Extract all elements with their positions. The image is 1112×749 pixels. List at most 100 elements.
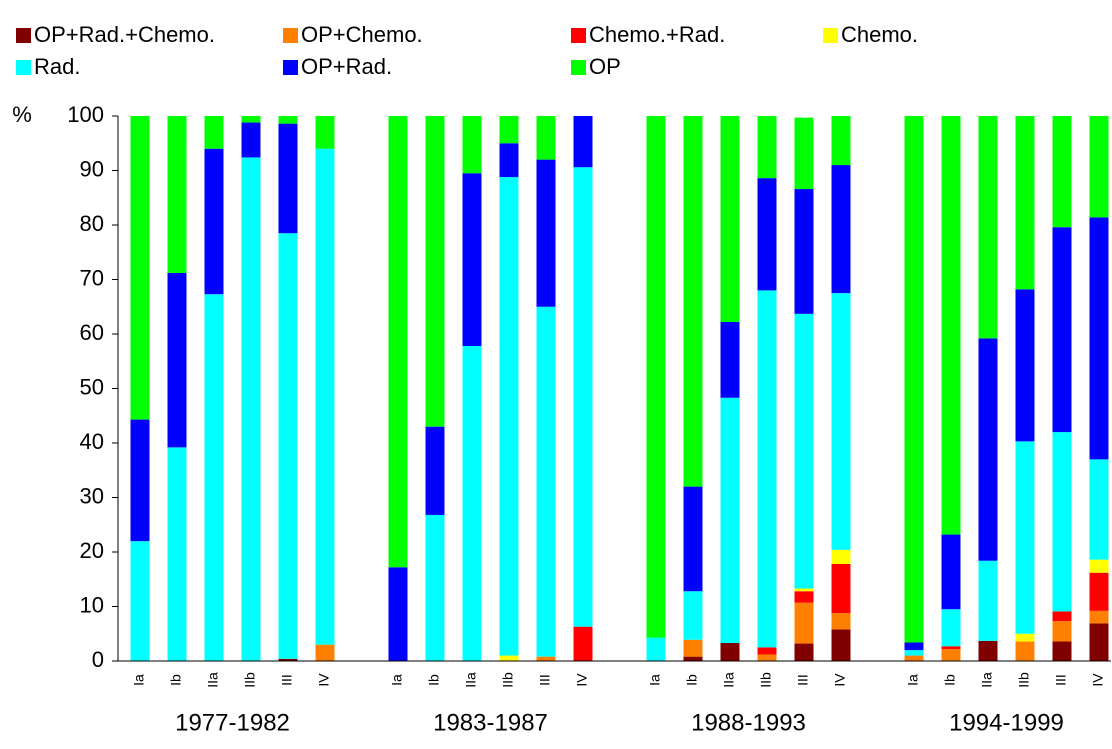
bar-segment: [1015, 116, 1035, 290]
legend-swatch: [283, 60, 298, 75]
bar-segment: [1052, 116, 1072, 228]
y-tick-label: 10: [80, 592, 104, 617]
bar-segment: [573, 626, 593, 661]
bar-segment: [757, 647, 777, 655]
bar-segment: [904, 642, 924, 651]
y-tick-label: 30: [80, 483, 104, 508]
group-label: 1988-1993: [691, 709, 806, 736]
bar-segment: [941, 534, 961, 610]
bar-segment: [646, 637, 666, 661]
x-tick-label: Ib: [942, 674, 958, 686]
bar-segment: [757, 178, 777, 291]
bar-segment: [425, 116, 445, 427]
x-tick-label: IIb: [758, 672, 774, 688]
x-tick-label: IV: [1090, 673, 1106, 687]
x-tick-label: Ib: [684, 674, 700, 686]
bar-segment: [462, 173, 482, 346]
x-tick-label: Ia: [131, 674, 147, 686]
bar-segment: [683, 591, 703, 640]
bar-segment: [831, 549, 851, 564]
bar-segment: [1015, 633, 1035, 642]
bar-segment: [978, 640, 998, 661]
bar-segment: [499, 116, 519, 144]
bar-segment: [646, 116, 666, 638]
y-tick-label: 60: [80, 320, 104, 345]
x-tick-label: IIa: [721, 672, 737, 688]
x-tick-label: IV: [316, 673, 332, 687]
bar-segment: [941, 116, 961, 535]
bar-segment: [1015, 441, 1035, 634]
bar-segment: [241, 122, 261, 158]
bar-segment: [794, 602, 814, 644]
legend-swatch: [16, 28, 31, 43]
bar-segment: [315, 116, 335, 149]
bar-segment: [167, 272, 187, 448]
y-tick-label: 40: [80, 429, 104, 454]
bar-segment: [536, 656, 556, 661]
x-tick-label: IV: [574, 673, 590, 687]
bar-segment: [794, 588, 814, 592]
bar-segment: [388, 116, 408, 568]
y-tick-label: 70: [80, 265, 104, 290]
legend-swatch: [823, 28, 838, 43]
bar-segment: [1089, 116, 1109, 218]
bar-segment: [241, 157, 261, 662]
bar-segment: [831, 165, 851, 294]
bar-segment: [794, 643, 814, 661]
bar-segment: [1052, 432, 1072, 612]
bar-segment: [683, 116, 703, 487]
bar-segment: [130, 116, 150, 420]
bar-segment: [978, 560, 998, 641]
bar-segment: [499, 655, 519, 661]
bar-segment: [499, 143, 519, 178]
bar-segment: [904, 650, 924, 656]
bar-segment: [757, 654, 777, 661]
bar-segment: [831, 563, 851, 614]
bar-segment: [1089, 459, 1109, 560]
bar-segment: [241, 116, 261, 123]
bar-segment: [941, 649, 961, 661]
bar-segment: [720, 322, 740, 398]
legend-label: OP+Rad.: [301, 54, 392, 79]
bar-segment: [130, 541, 150, 661]
bar-segment: [204, 116, 224, 149]
x-tick-label: IIb: [1016, 672, 1032, 688]
bar-segment: [1052, 641, 1072, 661]
bar-segment: [904, 655, 924, 661]
x-tick-label: IIa: [463, 672, 479, 688]
bar-segment: [388, 567, 408, 661]
bar-segment: [536, 306, 556, 657]
bar-segment: [1089, 572, 1109, 611]
y-tick-label: 100: [67, 102, 104, 127]
bar-segment: [573, 116, 593, 168]
bar-segment: [1015, 289, 1035, 442]
group-label: 1977-1982: [175, 709, 290, 736]
legend-label: OP+Chemo.: [301, 22, 423, 47]
bar-segment: [278, 116, 298, 124]
bar-segment: [978, 116, 998, 339]
bar-segment: [462, 345, 482, 661]
bar-segment: [904, 116, 924, 643]
y-tick-label: 80: [80, 211, 104, 236]
bar-segment: [425, 514, 445, 661]
bar-segment: [1089, 217, 1109, 460]
bar-segment: [573, 167, 593, 627]
y-tick-label: 50: [80, 374, 104, 399]
bar-segment: [757, 116, 777, 179]
x-tick-label: Ib: [426, 674, 442, 686]
x-tick-label: Ib: [168, 674, 184, 686]
bar-segment: [831, 613, 851, 630]
legend-swatch: [571, 28, 586, 43]
x-tick-label: IIb: [500, 672, 516, 688]
bar-segment: [315, 148, 335, 645]
legend-label: OP: [589, 54, 621, 79]
bar-segment: [1089, 559, 1109, 573]
x-tick-label: III: [537, 674, 553, 686]
y-tick-label: 0: [92, 647, 104, 672]
bar-segment: [499, 177, 519, 656]
bar-segment: [831, 629, 851, 661]
x-tick-label: Ia: [389, 674, 405, 686]
bar-segment: [978, 338, 998, 561]
x-tick-label: IIb: [242, 672, 258, 688]
